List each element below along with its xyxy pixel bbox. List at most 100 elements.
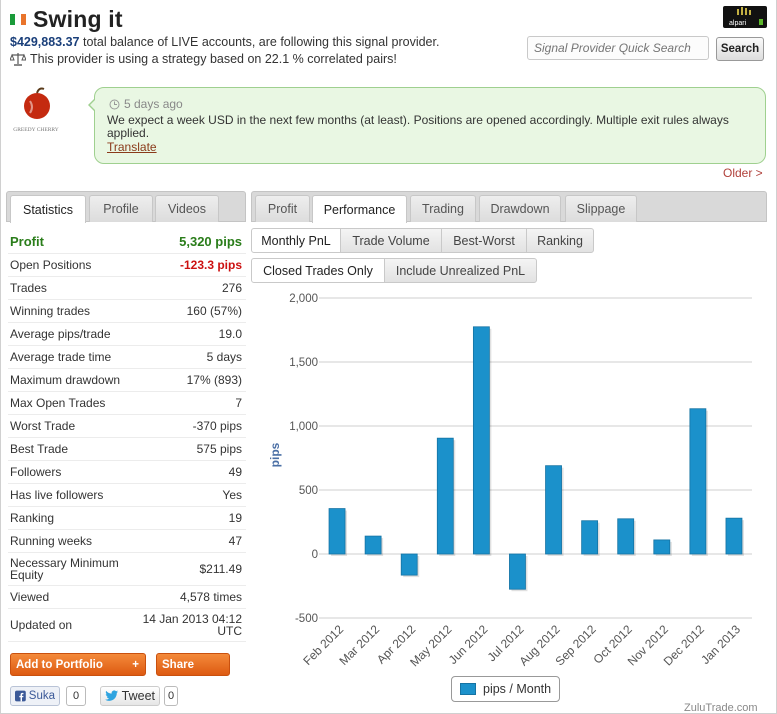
tweet-label: Tweet — [121, 689, 155, 703]
older-messages-link[interactable]: Older > — [723, 166, 763, 180]
tab-slippage[interactable]: Slippage — [565, 195, 637, 222]
stat-label: Winning trades — [10, 304, 91, 318]
stats-tabbar: Statistics Profile Videos — [6, 191, 246, 223]
y-tick-label: 0 — [312, 549, 318, 561]
watermark: ZuluTrade.com — [684, 702, 758, 714]
add-to-portfolio-label: Add to Portfolio — [16, 658, 103, 671]
stat-row: Open Positions -123.3 pips — [8, 254, 246, 277]
stat-label: Trades — [10, 281, 47, 295]
x-tick-label: Jan 2013 — [698, 622, 743, 667]
subtab-include-unrealized-pnl[interactable]: Include Unrealized PnL — [384, 258, 537, 283]
share-button[interactable]: Share — [156, 653, 230, 676]
stat-label: Average trade time — [10, 350, 112, 364]
stat-value: -370 pips — [192, 419, 242, 433]
broker-logo-text: alpari — [729, 20, 747, 27]
bar[interactable] — [328, 508, 346, 555]
subtab-best-worst[interactable]: Best-Worst — [441, 228, 527, 253]
tab-profit[interactable]: Profit — [255, 195, 310, 222]
stat-row: Worst Trade -370 pips — [8, 415, 246, 438]
y-tick-label: 2,000 — [289, 293, 318, 305]
plus-icon: + — [132, 658, 139, 671]
stat-label: Ranking — [10, 511, 55, 525]
tab-profile[interactable]: Profile — [89, 195, 153, 222]
bar[interactable] — [509, 553, 526, 590]
message-time: 5 days ago — [109, 97, 753, 111]
bar[interactable] — [581, 520, 599, 555]
subtab-trade-volume[interactable]: Trade Volume — [340, 228, 442, 253]
stat-label: Necessary Minimum Equity — [10, 556, 119, 582]
clock-icon — [109, 99, 120, 109]
stat-row: Running weeks 47 — [8, 530, 246, 553]
stat-row: Max Open Trades 7 — [8, 392, 246, 415]
legend-swatch — [460, 683, 476, 695]
y-tick-label: -500 — [295, 613, 318, 625]
stat-row: Viewed 4,578 times — [8, 586, 246, 609]
tab-drawdown[interactable]: Drawdown — [479, 195, 561, 222]
x-tick-label: Jun 2012 — [446, 622, 491, 667]
add-to-portfolio-button[interactable]: Add to Portfolio + — [10, 653, 146, 676]
stat-label: Maximum drawdown — [10, 373, 121, 387]
subtab-monthly-pnl[interactable]: Monthly PnL — [251, 228, 341, 253]
stat-value: 160 (57%) — [186, 304, 242, 318]
stat-value: 19.0 — [218, 327, 242, 341]
stat-label: Average pips/trade — [10, 327, 111, 341]
facebook-like-button[interactable]: Suka — [10, 686, 60, 706]
stat-label: Worst Trade — [10, 419, 76, 433]
facebook-icon — [15, 690, 26, 702]
balance-description: total balance of LIVE accounts, are foll… — [79, 35, 440, 49]
provider-avatar: GREEDY CHERRY — [10, 87, 62, 143]
stat-value: -123.3 pips — [179, 258, 242, 272]
bar[interactable] — [725, 517, 743, 555]
avatar-caption: GREEDY CHERRY — [13, 127, 59, 133]
stat-value: 276 — [221, 281, 242, 295]
stat-value: 49 — [228, 465, 242, 479]
stat-value: $211.49 — [199, 562, 243, 576]
tab-trading[interactable]: Trading — [410, 195, 476, 222]
correlation-text: This provider is using a strategy based … — [30, 52, 397, 66]
stat-value: 5,320 pips — [179, 233, 242, 249]
country-flag-icon — [10, 14, 26, 25]
bar[interactable] — [472, 326, 490, 555]
stat-value: 19 — [228, 511, 242, 525]
stat-row: Best Trade 575 pips — [8, 438, 246, 461]
stat-value: 17% (893) — [186, 373, 242, 387]
balance-line: $429,883.37 total balance of LIVE accoun… — [10, 35, 439, 49]
search-input[interactable] — [527, 36, 709, 60]
tweet-button[interactable]: Tweet — [100, 686, 160, 706]
bar[interactable] — [436, 437, 454, 555]
stat-label: Followers — [10, 465, 62, 479]
bar[interactable] — [364, 535, 382, 555]
stat-value: 7 — [235, 396, 242, 410]
chart-tabbar: Profit Performance Trading Drawdown Slip… — [251, 191, 767, 223]
stat-value: Yes — [222, 488, 242, 502]
chart-legend[interactable]: pips / Month — [451, 676, 560, 702]
subtab-closed-trades-only[interactable]: Closed Trades Only — [251, 258, 385, 283]
bar[interactable] — [689, 408, 707, 555]
subtab-ranking[interactable]: Ranking — [526, 228, 594, 253]
tab-performance[interactable]: Performance — [312, 195, 407, 223]
search-button[interactable]: Search — [716, 37, 764, 61]
legend-series-name: pips / Month — [483, 682, 552, 696]
stat-label: Best Trade — [10, 442, 69, 456]
stat-value: 4,578 times — [179, 590, 242, 604]
correlation-line: This provider is using a strategy based … — [10, 52, 397, 66]
stat-row: Has live followers Yes — [8, 484, 246, 507]
stat-value: 14 Jan 2013 04:12 UTC — [142, 612, 242, 638]
twitter-bird-icon — [105, 690, 119, 701]
bar[interactable] — [653, 539, 671, 555]
stat-row: Trades 276 — [8, 277, 246, 300]
y-tick-label: 1,500 — [289, 357, 318, 369]
provider-name: Swing it — [33, 6, 123, 32]
translate-link[interactable]: Translate — [107, 140, 157, 154]
bar[interactable] — [400, 553, 418, 576]
stat-row: Average trade time 5 days — [8, 346, 246, 369]
bar[interactable] — [545, 465, 562, 555]
bar[interactable] — [617, 518, 635, 555]
tab-videos[interactable]: Videos — [155, 195, 219, 222]
tab-statistics[interactable]: Statistics — [10, 195, 86, 223]
stat-value: 47 — [228, 534, 242, 548]
stat-label: Has live followers — [10, 488, 104, 502]
stat-label: Open Positions — [10, 258, 92, 272]
tweet-count: 0 — [164, 686, 178, 706]
